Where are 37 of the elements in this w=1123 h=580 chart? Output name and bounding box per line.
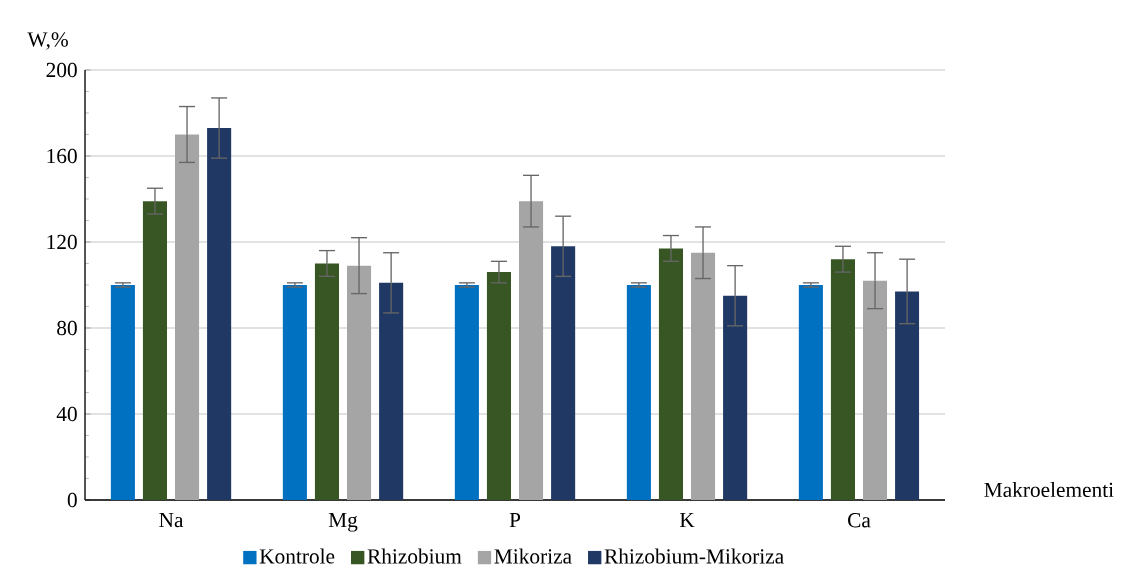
bar <box>207 128 232 500</box>
y-tick-label: 160 <box>47 148 77 164</box>
bar <box>347 265 372 500</box>
bar <box>863 280 888 500</box>
legend-label: Mikoriza <box>494 548 572 564</box>
bar <box>691 252 716 500</box>
x-tick-label: Mg <box>328 513 358 532</box>
x-tick-label: Na <box>159 513 184 528</box>
x-axis-title: Makroelementi <box>984 482 1114 498</box>
legend-label: Kontrole <box>259 548 335 564</box>
bar <box>895 291 920 500</box>
y-tick-label: 120 <box>47 234 77 250</box>
legend-label: Rhizobium <box>367 548 462 564</box>
legend-label: Rhizobium-Mikoriza <box>604 548 784 564</box>
y-tick-label: 200 <box>46 62 77 78</box>
bar <box>658 248 684 500</box>
bar <box>454 284 479 500</box>
bar <box>142 201 168 500</box>
y-tick-label: 0 <box>67 492 77 508</box>
bar <box>282 284 307 500</box>
y-tick-label: 80 <box>57 320 77 336</box>
bar <box>175 134 200 500</box>
x-tick-label: K <box>679 513 695 528</box>
bar <box>798 284 823 500</box>
y-axis-title: W,% <box>27 32 68 50</box>
bar <box>519 201 544 500</box>
bar <box>314 263 340 500</box>
bar <box>551 246 576 500</box>
bar <box>723 295 748 500</box>
bar <box>830 259 855 500</box>
bar <box>379 282 404 500</box>
bar <box>626 284 651 500</box>
y-tick-label: 40 <box>56 406 77 422</box>
bar <box>486 272 512 500</box>
x-tick-label: Ca <box>848 513 871 528</box>
x-tick-label: P <box>509 513 521 528</box>
bar <box>110 284 135 500</box>
